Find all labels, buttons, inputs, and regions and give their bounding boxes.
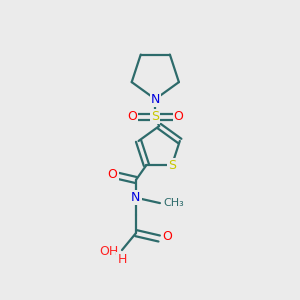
Text: O: O [162,230,172,244]
Text: CH₃: CH₃ [163,198,184,208]
Text: S: S [168,159,176,172]
Text: N: N [151,93,160,106]
Text: OH: OH [100,245,119,258]
Text: O: O [127,110,137,123]
Text: S: S [151,110,159,123]
Text: O: O [174,110,184,123]
Text: O: O [108,168,118,181]
Text: N: N [131,191,141,204]
Text: H: H [117,253,127,266]
